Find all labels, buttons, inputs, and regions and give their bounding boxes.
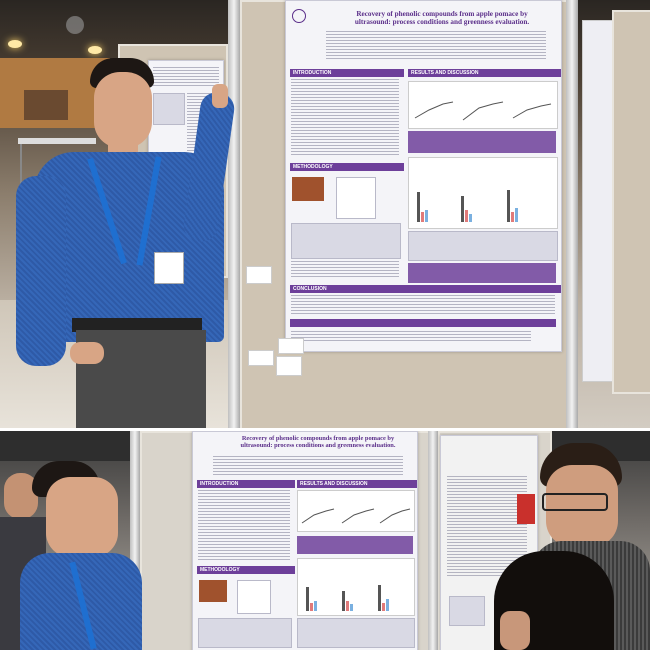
bottom-section-results: RESULTS AND DISCUSSION [297, 480, 417, 488]
results-bar-charts [408, 157, 558, 229]
glasses-icon [542, 493, 608, 511]
poster-title: Recovery of phenolic compounds from appl… [326, 10, 558, 26]
belt [72, 318, 202, 332]
neighbor-figure [449, 596, 485, 626]
methodology-text [291, 261, 399, 279]
bottom-photo: Recovery of phenolic compounds from appl… [0, 431, 650, 650]
name-badge [154, 252, 184, 284]
results-highlight-2 [408, 263, 556, 283]
neighbor-board [612, 10, 650, 394]
bottom-line-chart-graphic [301, 508, 411, 524]
presenter [16, 56, 237, 428]
university-logo [292, 9, 306, 23]
board-pole [566, 0, 578, 428]
bottom-bar-charts [297, 558, 415, 616]
bottom-sample-photo [199, 580, 227, 602]
bottom-line-charts [297, 490, 415, 532]
sticky-note [276, 356, 302, 376]
bottom-introduction-text [198, 490, 290, 560]
author-line [326, 31, 546, 61]
bottom-section-introduction: INTRODUCTION [197, 480, 295, 488]
results-table [408, 231, 558, 261]
bottom-poster-title: Recovery of phenolic compounds from appl… [223, 435, 413, 449]
section-conclusion: CONCLUSION [290, 285, 561, 293]
foreground-woman [494, 551, 614, 650]
acknowledgment-band [290, 319, 556, 327]
section-methodology: METHODOLOGY [290, 163, 404, 171]
table [18, 138, 96, 144]
ceiling-light [88, 46, 102, 54]
bottom-author-line [213, 456, 403, 476]
poster-title-line-1: Recovery of phenolic compounds from appl… [356, 10, 528, 18]
table-leg [20, 144, 22, 204]
bottom-results-highlight [297, 536, 413, 554]
red-sign [517, 494, 535, 524]
bottom-poster: Recovery of phenolic compounds from appl… [192, 431, 418, 650]
introduction-text [291, 79, 399, 157]
background-doorway [24, 90, 68, 120]
results-highlight [408, 131, 556, 153]
board-pole [428, 431, 438, 650]
results-line-charts [408, 81, 558, 129]
bottom-results-table [297, 618, 415, 648]
neighbor-text [447, 476, 527, 576]
sample-photo [292, 177, 324, 201]
poster-title-line-2: ultrasound: process conditions and green… [354, 17, 530, 26]
ceiling-light [66, 16, 84, 34]
sticky-note [278, 338, 304, 354]
top-photo: Recovery of phenolic compounds from appl… [0, 0, 650, 428]
bottom-method-table [198, 618, 292, 648]
presenter-profile [20, 461, 150, 650]
section-introduction: INTRODUCTION [290, 69, 404, 77]
sticky-note [246, 266, 272, 284]
board-pole [130, 431, 140, 650]
section-results: RESULTS AND DISCUSSION [408, 69, 561, 77]
line-chart-graphic [414, 101, 552, 121]
photo-divider [0, 428, 650, 431]
conclusion-text [291, 295, 555, 315]
sticky-note [248, 350, 274, 366]
bottom-poster-title-line-1: Recovery of phenolic compounds from appl… [241, 435, 395, 442]
bottom-diagram [237, 580, 271, 614]
ceiling-light [8, 40, 22, 48]
presenter-face [94, 72, 152, 148]
presenter-left-arm [16, 176, 66, 366]
woman-face [500, 611, 530, 650]
presenter-hand [212, 84, 228, 108]
presenter-profile-face [46, 477, 118, 557]
references-text [291, 331, 531, 341]
presenter-left-hand [70, 342, 104, 364]
method-table [291, 223, 401, 259]
extraction-diagram [336, 177, 376, 219]
bottom-section-methodology: METHODOLOGY [197, 566, 295, 574]
bottom-poster-title-line-2: ultrasound: process conditions and green… [240, 441, 396, 449]
main-poster: Recovery of phenolic compounds from appl… [285, 0, 562, 352]
